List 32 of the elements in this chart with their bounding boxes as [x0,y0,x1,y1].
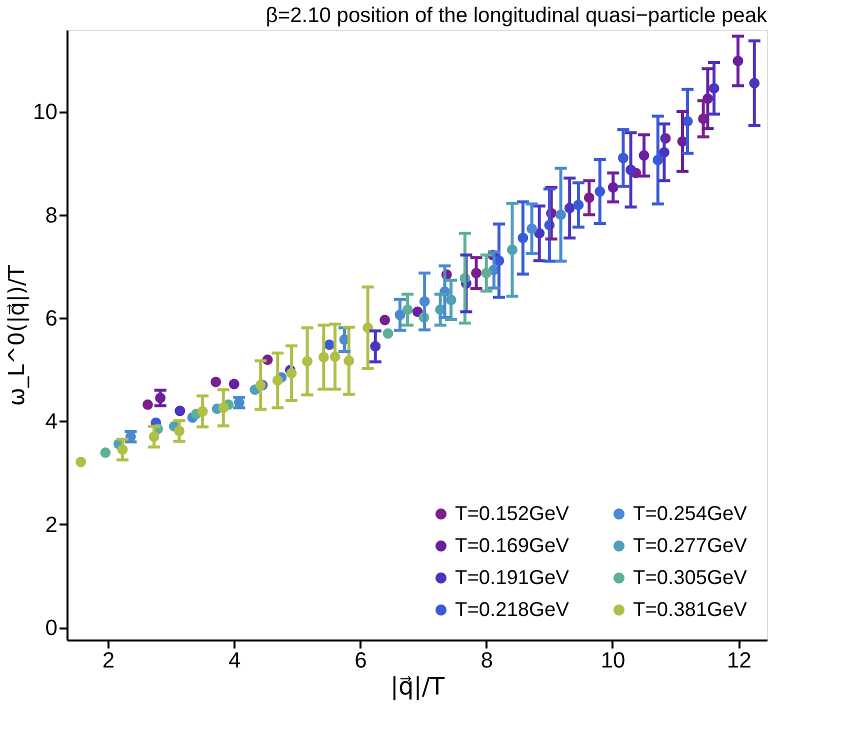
x-tick-label: 6 [354,648,367,672]
point [228,378,240,390]
point [210,376,222,388]
point [380,314,390,326]
y-tick-label: 10 [33,99,58,124]
x-tick-label: 10 [600,648,626,672]
x-tick-label: 2 [102,648,115,672]
point [76,456,86,468]
y-tick-label: 4 [45,408,58,434]
point [142,399,153,410]
y-tick-label: 0 [45,615,58,640]
point [382,328,394,339]
legend-label: T=0.381GeV [633,599,748,621]
chart-title: β=2.10 position of the longitudinal quasi−particle peak [266,4,768,27]
legend-label: T=0.152GeV [455,503,570,525]
legend-label: T=0.218GeV [455,599,570,621]
y-tick-label: 2 [45,512,58,537]
legend-label: T=0.254GeV [633,503,748,525]
point [174,406,186,416]
point [100,447,111,458]
legend-label: T=0.305GeV [633,567,748,589]
legend-label: T=0.169GeV [455,535,570,557]
y-tick-label: 8 [45,202,58,228]
y-tick-label: 6 [45,305,58,330]
legend-label: T=0.191GeV [455,567,570,589]
x-axis-title: |q⃗|/T [390,672,445,700]
legend-label: T=0.277GeV [633,535,748,557]
y-axis-title: ω_L^0(|q⃗|)/T [5,264,30,406]
x-tick-label: 4 [228,648,241,672]
x-tick-label: 12 [726,648,752,672]
x-tick-label: 8 [480,648,493,672]
point [412,306,423,318]
